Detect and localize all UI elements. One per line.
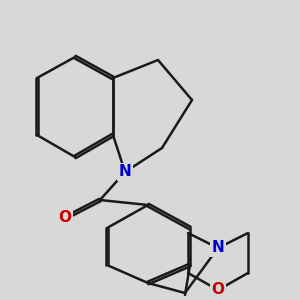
Text: N: N <box>118 164 131 179</box>
Text: O: O <box>212 283 224 298</box>
Text: O: O <box>58 211 71 226</box>
Text: N: N <box>212 241 224 256</box>
